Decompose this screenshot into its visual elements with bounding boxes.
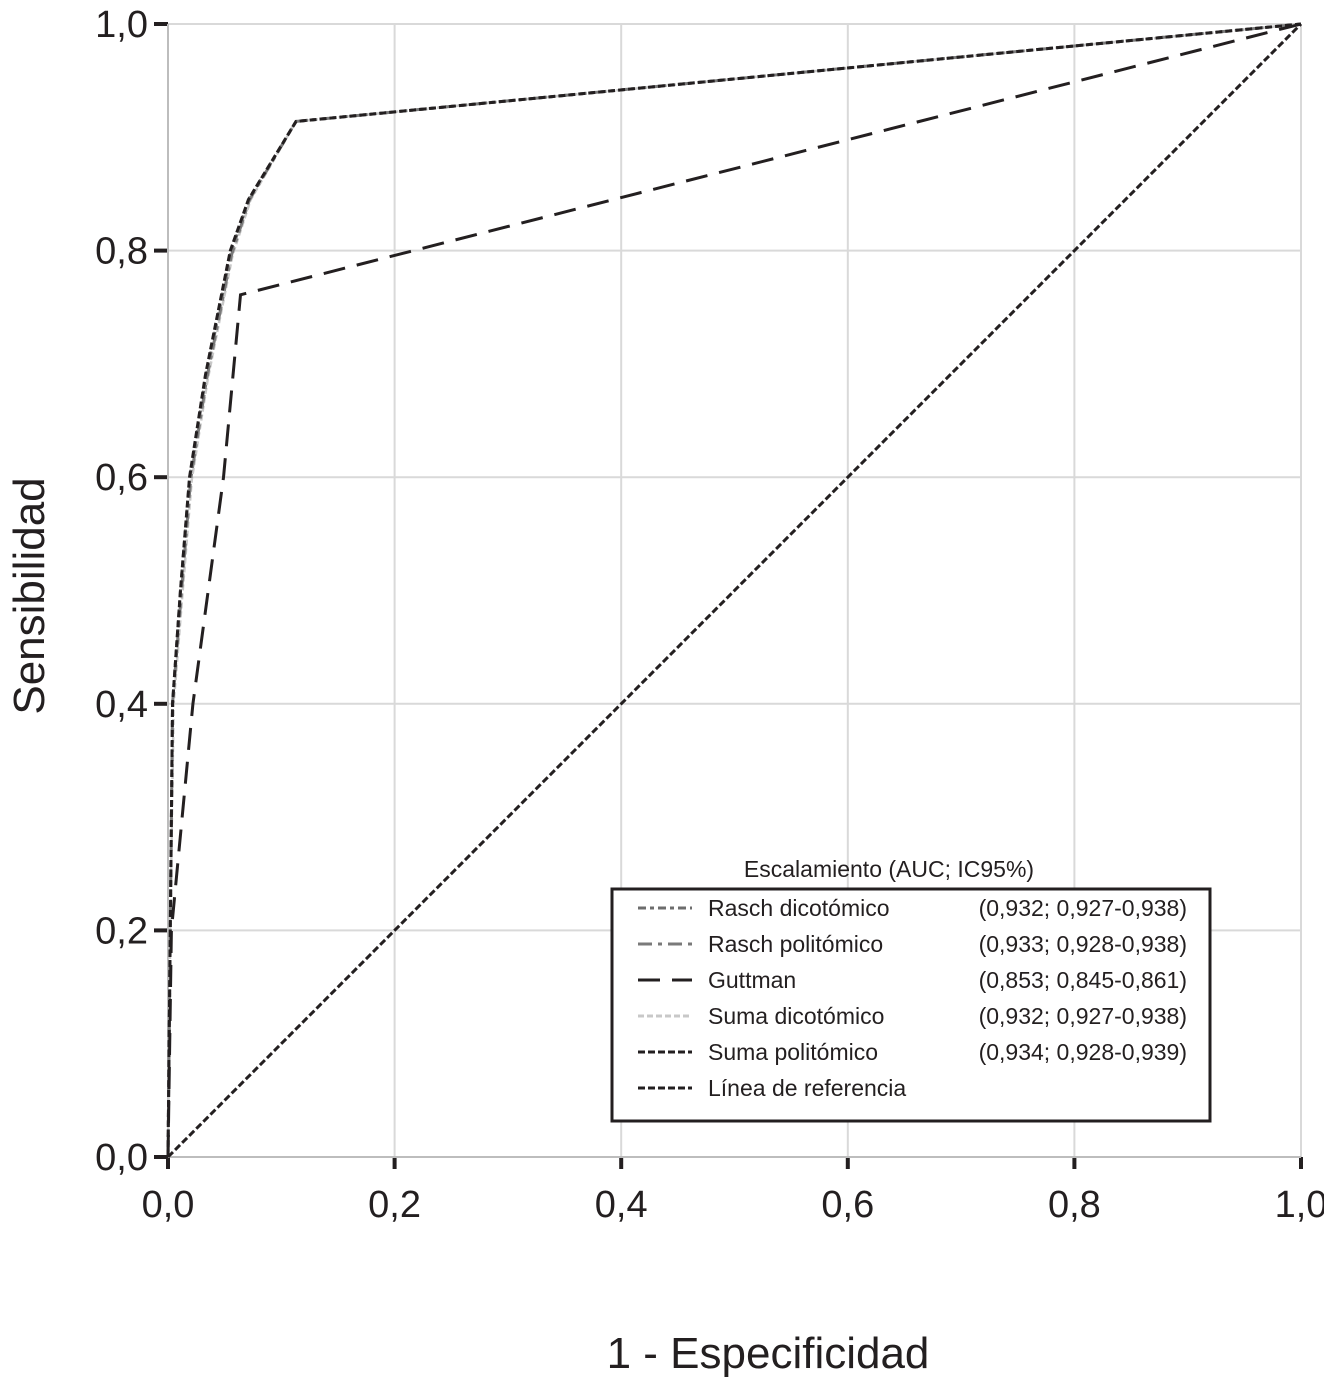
y-axis-label: Sensibilidad	[5, 477, 54, 714]
legend-label: Línea de referencia	[708, 1075, 906, 1101]
axes: 0,0 0,0 0,2 0,2 0,4 0,4 0,6 0,6 0,8 0,8 1,0 1,0	[95, 4, 1324, 1226]
legend-label: Suma dicotómico	[708, 1003, 884, 1029]
legend-label: Rasch dicotómico	[708, 895, 890, 921]
y-tick-label: 1,0	[95, 4, 148, 46]
x-tick-label: 1,0	[1275, 1184, 1324, 1226]
series-line-2	[166, 22, 1302, 1158]
y-tick-label: 0,2	[95, 910, 148, 952]
series-line-5	[166, 22, 1303, 1159]
legend-stats: (0,932; 0,927-0,938)	[979, 1003, 1187, 1029]
series-lines	[166, 22, 1303, 1159]
y-tick-label: 0,8	[95, 231, 148, 273]
legend-label: Rasch politómico	[708, 931, 883, 957]
legend-stats: (0,933; 0,928-0,938)	[979, 931, 1187, 957]
legend-stats: (0,934; 0,928-0,939)	[979, 1039, 1187, 1065]
y-tick-label: 0,4	[95, 684, 148, 726]
x-tick-label: 0,8	[1048, 1184, 1101, 1226]
x-tick-label: 0,0	[142, 1184, 195, 1226]
x-tick-label: 0,4	[595, 1184, 648, 1226]
y-tick-label: 0,0	[95, 1137, 148, 1179]
legend-box	[610, 887, 1212, 1123]
legend-stats: (0,932; 0,927-0,938)	[979, 895, 1187, 921]
legend-stats: (0,853; 0,845-0,861)	[979, 967, 1187, 993]
legend-label: Guttman	[708, 967, 796, 993]
x-tick-label: 0,2	[368, 1184, 421, 1226]
series-line-4	[166, 22, 1302, 1158]
x-tick-label: 0,6	[821, 1184, 874, 1226]
legend: Escalamiento (AUC; IC95%) Rasch dicotómi…	[610, 856, 1212, 1123]
x-axis-label: 1 - Especificidad	[607, 1329, 930, 1378]
y-tick-label: 0,6	[95, 457, 148, 499]
legend-label: Suma politómico	[708, 1039, 878, 1065]
legend-title: Escalamiento (AUC; IC95%)	[744, 856, 1034, 882]
